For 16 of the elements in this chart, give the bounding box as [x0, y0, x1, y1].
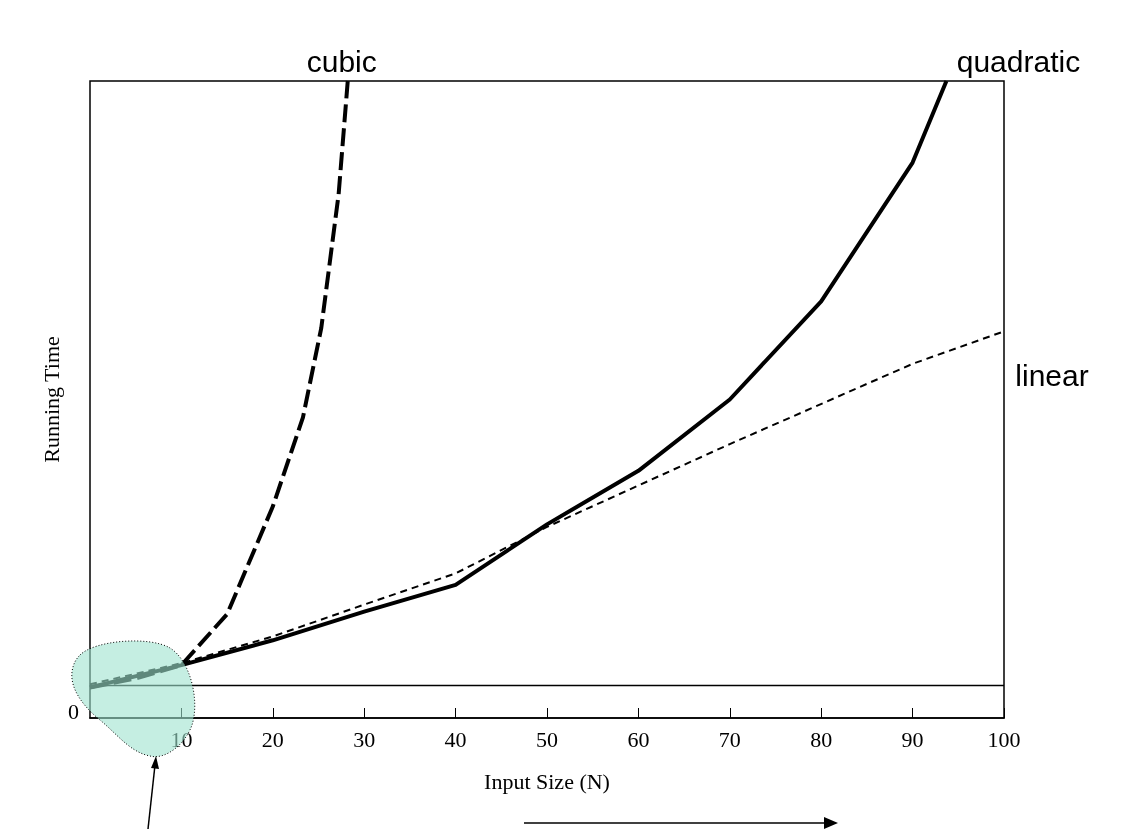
x-tick-label: 70	[718, 726, 741, 752]
series-label: linear	[1015, 358, 1089, 392]
x-tick-label: 40	[444, 726, 467, 752]
text: 0	[68, 698, 79, 724]
x-axis-title: Input Size (N)	[484, 768, 610, 794]
series-label: cubic	[306, 44, 377, 78]
x-tick-label: 50	[536, 726, 558, 752]
x-tick-label: 100	[987, 726, 1021, 752]
y-axis-title: Running Time	[38, 336, 64, 463]
x-tick-label: 10	[170, 726, 193, 752]
series-label: quadratic	[956, 44, 1081, 78]
x-tick-label: 30	[353, 726, 376, 752]
x-tick-label: 80	[810, 726, 833, 752]
x-tick-label: 90	[901, 726, 924, 752]
x-tick-label: 60	[627, 726, 650, 752]
x-tick-label: 20	[261, 726, 284, 752]
